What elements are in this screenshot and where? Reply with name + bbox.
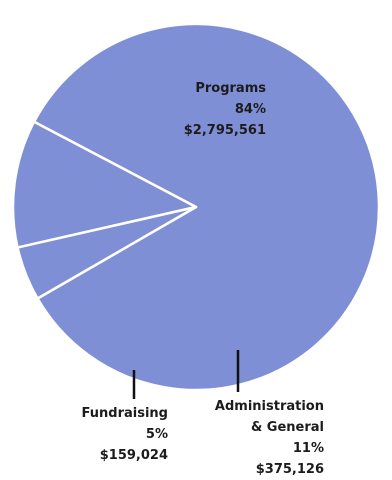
slice-label-programs-amount: $2,795,561 <box>183 123 266 138</box>
pie-slice-fundraising <box>16 205 198 300</box>
slice-label-administration-name-line-1: Administration <box>214 399 324 414</box>
slice-label-fundraising: Fundraising 5% $159,024 <box>60 403 168 466</box>
slice-label-programs-percent: 84% <box>234 102 266 117</box>
slice-label-fundraising-name: Fundraising <box>81 406 168 421</box>
slice-label-fundraising-amount: $159,024 <box>99 448 168 463</box>
slice-label-administration-amount: $375,126 <box>255 462 324 477</box>
slice-label-administration-name-line-2: & General <box>250 420 324 435</box>
slice-label-fundraising-percent: 5% <box>145 427 168 442</box>
slice-label-programs: Programs 84% $2,795,561 <box>150 78 266 141</box>
slice-label-administration: Administration & General 11% $375,126 <box>200 396 324 480</box>
slice-label-administration-percent: 11% <box>292 441 324 456</box>
pie-slice-programs <box>32 22 381 392</box>
slice-label-programs-name: Programs <box>195 81 266 96</box>
